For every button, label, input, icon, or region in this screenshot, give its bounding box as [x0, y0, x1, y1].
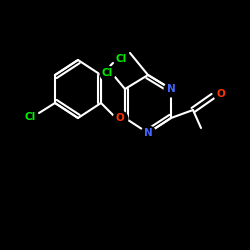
Text: Cl: Cl [116, 54, 127, 64]
Text: N: N [166, 84, 175, 94]
Text: N: N [144, 128, 152, 138]
Text: O: O [116, 113, 124, 123]
Text: Cl: Cl [24, 112, 36, 122]
Text: Cl: Cl [102, 68, 112, 78]
Text: O: O [216, 89, 226, 99]
